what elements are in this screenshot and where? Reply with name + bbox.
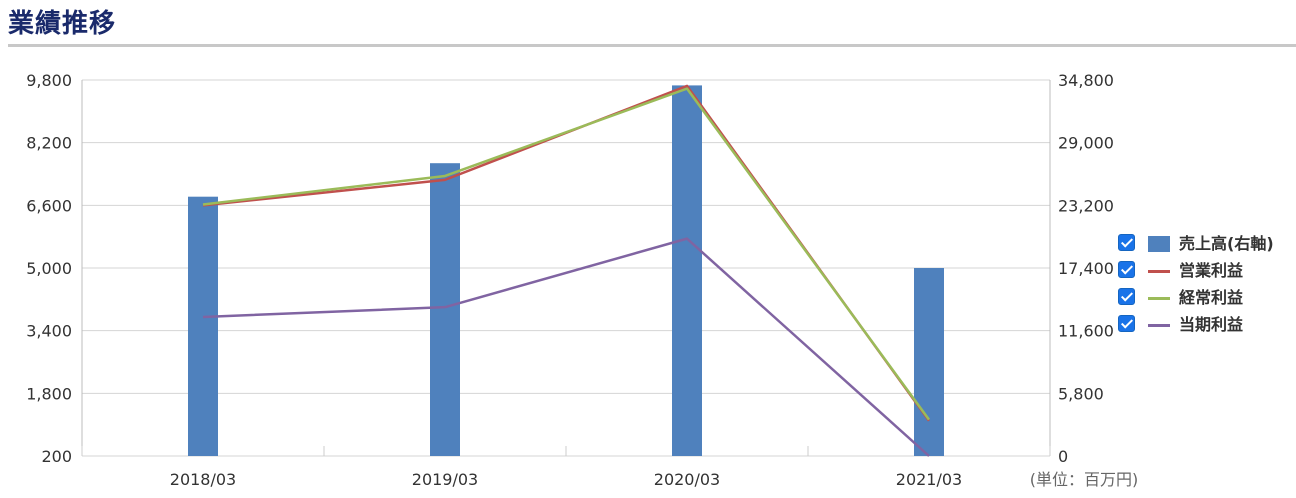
right-axis-tick: 5,800 (1058, 384, 1104, 403)
legend-swatch (1148, 297, 1170, 300)
x-axis-tick: 2021/03 (896, 470, 962, 489)
legend-checkbox[interactable] (1118, 288, 1135, 305)
chart-legend: 売上高(右軸) 営業利益経常利益当期利益 (1118, 232, 1294, 340)
title-divider (8, 44, 1296, 47)
right-axis-tick: 23,200 (1058, 196, 1114, 215)
legend-label: 当期利益 (1179, 315, 1244, 334)
legend-label: 売上高(右軸) (1179, 234, 1274, 253)
right-axis-tick: 29,000 (1058, 134, 1114, 153)
unit-label: (単位：百万円) (1030, 470, 1139, 489)
x-axis-tick: 2019/03 (412, 470, 478, 489)
left-axis-tick: 6,600 (26, 196, 72, 215)
left-axis-tick: 9,800 (26, 71, 72, 90)
series-line (202, 237, 930, 457)
series-line (202, 84, 931, 422)
bar-sales (430, 163, 460, 456)
legend-swatch (1148, 324, 1170, 327)
legend-item[interactable]: 営業利益 (1118, 259, 1294, 286)
legend-label: 営業利益 (1179, 261, 1244, 280)
x-axis-tick: 2018/03 (170, 470, 236, 489)
bar-sales (188, 196, 218, 457)
section-title: 業績推移 (8, 9, 117, 39)
legend-swatch (1148, 236, 1170, 252)
left-axis-tick: 3,400 (26, 322, 72, 341)
legend-checkbox[interactable] (1118, 315, 1135, 332)
legend-checkbox[interactable] (1118, 261, 1135, 278)
legend-item[interactable]: 当期利益 (1118, 313, 1294, 340)
right-axis-tick: 34,800 (1058, 71, 1114, 90)
bar-sales (672, 85, 702, 457)
bar-sales (914, 268, 944, 456)
legend-swatch (1148, 270, 1170, 273)
right-axis-tick: 17,400 (1058, 259, 1114, 278)
legend-item[interactable]: 売上高(右軸) (1118, 232, 1294, 259)
left-axis-tick: 200 (41, 447, 72, 466)
legend-item[interactable]: 経常利益 (1118, 286, 1294, 313)
left-axis-tick: 1,800 (26, 384, 72, 403)
legend-label: 経常利益 (1179, 288, 1244, 307)
x-axis-tick: 2020/03 (654, 470, 720, 489)
series-line (202, 87, 931, 421)
right-axis-tick: 11,600 (1058, 322, 1114, 341)
legend-checkbox[interactable] (1118, 234, 1135, 251)
left-axis-tick: 8,200 (26, 134, 72, 153)
right-axis-tick: 0 (1058, 447, 1068, 466)
left-axis-tick: 5,000 (26, 259, 72, 278)
